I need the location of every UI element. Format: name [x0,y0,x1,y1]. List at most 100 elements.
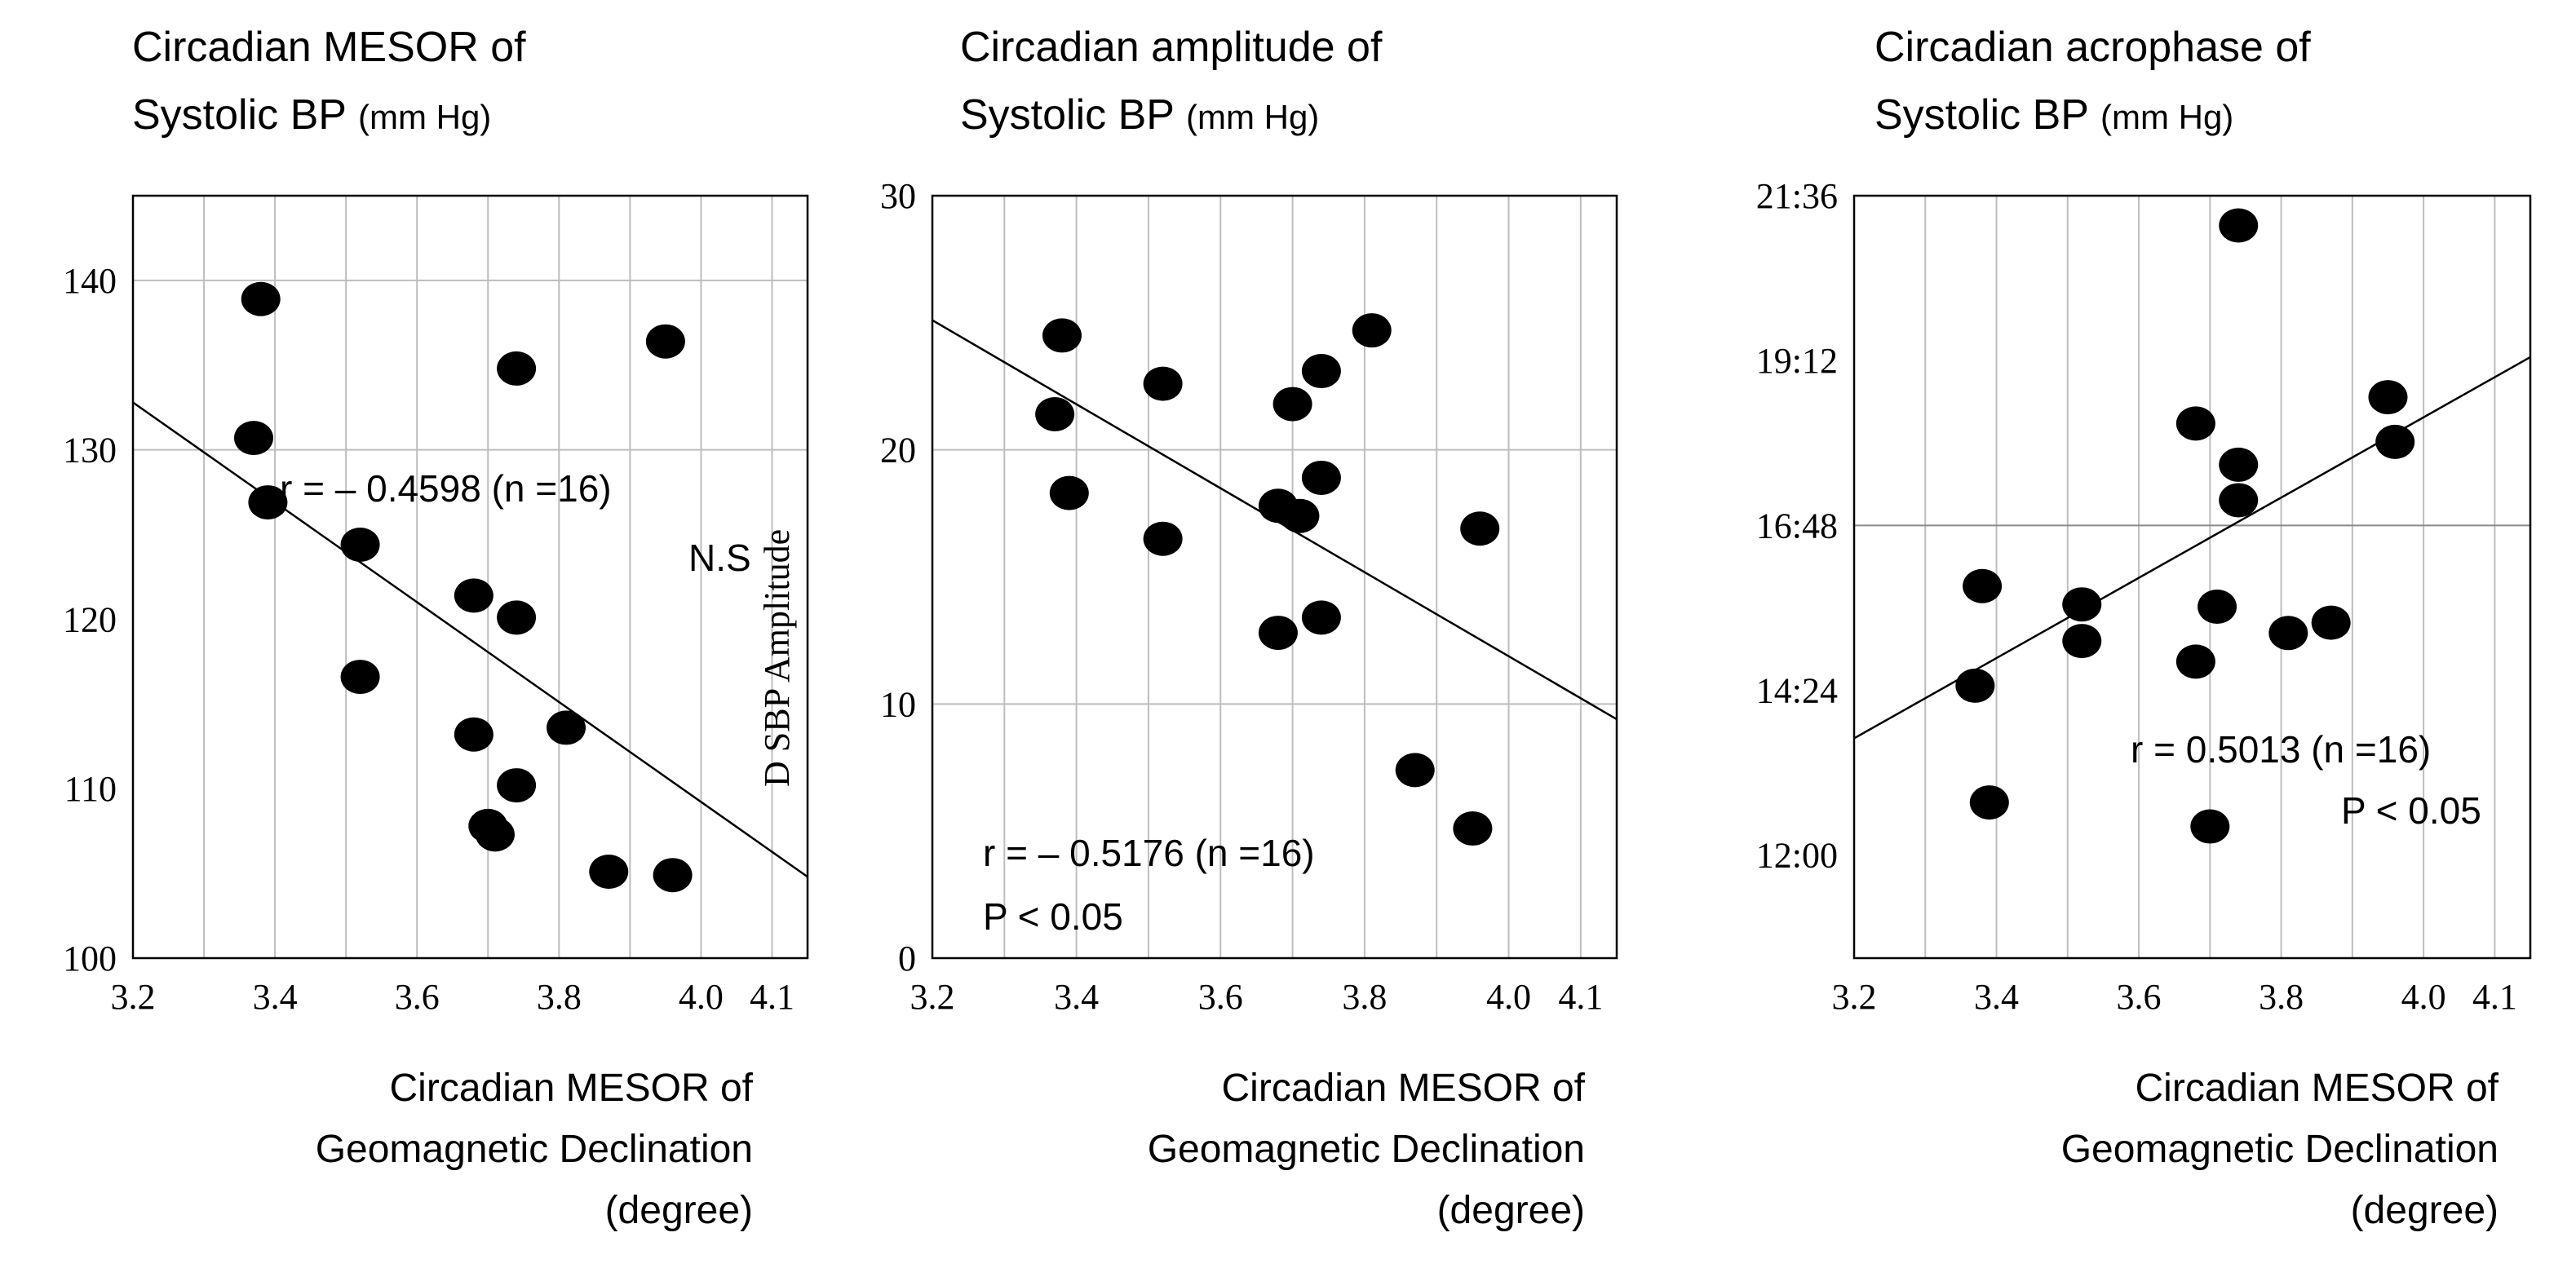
panel-3-title-unit: (mm Hg) [2100,98,2233,136]
panel-3-y-tick-label-4: 21:36 [1756,176,1838,216]
panel-3-data-point-15 [2375,424,2415,459]
panel-1-data-point-5 [454,578,494,613]
panel-3-y-ticks: 12:00 14:24 16:48 19:12 21:36 [1756,176,1838,876]
panel-3-title-name: Systolic BP [1874,91,2089,139]
panel-2-title-name: Systolic BP [960,91,1175,139]
panel-3-y-tick-label-3: 19:12 [1756,341,1838,381]
panel-1-x-tick-label-0: 3.2 [111,977,156,1017]
panel-3-y-tick-label-0: 12:00 [1756,836,1838,876]
panel-1-data-point-3 [340,528,380,563]
panel-1-y-tick-label-2: 120 [63,599,117,639]
panel-2-y-ticks: 0 10 20 30 [880,176,916,979]
panel-1-xlabel-line1: Circadian MESOR of [390,1067,754,1110]
panel-3-data-point-0 [1955,668,1995,703]
panel-1-data-point-13 [589,855,629,890]
panel-3-data-point-2 [1969,785,2009,820]
panel-1-title-name: Systolic BP [132,91,347,139]
panel-2-correlation: r = – 0.5176 (n =16) [983,832,1315,874]
panel-3-title-line1: Circadian acrophase of [1874,24,2311,71]
panel-3-significance: P < 0.05 [2341,789,2481,832]
panel-3-data-point-10 [2219,483,2259,518]
panel-2-x-tick-label-4: 4.0 [1486,977,1531,1017]
panel-1-overlay-label: D SBP Amplitude [757,529,797,787]
panel-2-y-tick-label-3: 30 [880,176,916,216]
panel-2-data-point-13 [1395,753,1435,788]
panel-3-x-tick-label-4: 4.0 [2401,977,2446,1017]
panel-1-y-tick-label-1: 110 [64,769,117,809]
panel-3-correlation: r = 0.5013 (n =16) [2131,728,2431,771]
panel-1-x-tick-label-3: 3.8 [537,977,582,1017]
panel-3-title-line2: Systolic BP (mm Hg) [1874,91,2233,139]
panel-2-xlabel-line2: Geomagnetic Declination [1148,1128,1585,1171]
panel-1-points [233,281,693,893]
panel-3-data-point-13 [2311,605,2351,640]
panel-1-correlation: r = – 0.4598 (n =16) [280,467,612,510]
panel-1-x-tick-label-2: 3.6 [395,977,440,1017]
panel-2-x-tick-label-2: 3.6 [1198,977,1243,1017]
panel-1-data-point-15 [653,858,693,893]
panel-1-plot-frame [131,194,809,960]
panel-3-data-point-8 [2198,590,2237,625]
panel-1-data-point-12 [547,710,586,745]
panel-1-xlabel-line2: Geomagnetic Declination [316,1128,753,1171]
panel-2-y-tick-label-0: 0 [898,939,916,979]
panel-1-significance: N.S [688,537,751,579]
panel-1-data-point-11 [475,817,515,852]
panel-3-data-point-3 [2062,587,2102,622]
panel-3-data-point-7 [2190,809,2230,844]
panel-1-xlabel-line3: (degree) [605,1189,753,1232]
panel-3-grid [1854,196,2530,958]
panel-1-data-point-0 [241,281,281,316]
panel-1-y-tick-label-0: 100 [63,939,117,979]
panel-2-data-point-10 [1301,460,1341,495]
panel-2-title-unit: (mm Hg) [1186,98,1319,136]
panel-1: Circadian MESOR of Systolic BP (mm Hg) 10… [63,24,809,1232]
panel-3-data-point-6 [2175,644,2215,679]
panel-2-x-tick-label-1: 3.4 [1054,977,1099,1017]
panel-2-xlabel-line1: Circadian MESOR of [1222,1067,1586,1110]
panel-2-data-point-9 [1301,354,1341,389]
panel-3-xlabel-line3: (degree) [2351,1189,2499,1232]
panel-3-data-point-4 [2062,624,2102,659]
panel-1-title-line1: Circadian MESOR of [132,24,526,71]
panel-2-data-point-4 [1143,521,1183,556]
panel-1-y-tick-label-4: 140 [63,261,117,301]
panel-2-y-tick-label-2: 20 [880,431,916,471]
panel-3-data-point-12 [2268,616,2308,651]
panel-3-x-tick-label-0: 3.2 [1832,977,1877,1017]
panel-1-y-ticks: 100 110 120 130 140 [63,261,117,979]
panel-2-data-point-6 [1258,616,1298,651]
panel-2-x-tick-label-3: 3.8 [1342,977,1387,1017]
panel-1-title-unit: (mm Hg) [358,98,491,136]
panel-2-data-point-14 [1453,811,1493,846]
panel-1-title-line2: Systolic BP (mm Hg) [132,91,491,139]
panel-3-x-tick-label-3: 3.8 [2259,977,2304,1017]
panel-2-plot-frame [931,194,1618,960]
panel-1-x-tick-label-4: 4.0 [679,977,724,1017]
panel-3: Circadian acrophase of Systolic BP (mm Hg… [1756,24,2532,1232]
panel-2-x-tick-label-0: 3.2 [910,977,955,1017]
panel-2-title-line2: Systolic BP (mm Hg) [960,91,1319,139]
panel-3-points [1955,208,2415,844]
panel-2-data-point-3 [1143,366,1183,401]
panel-2-y-tick-label-1: 10 [880,684,916,724]
panel-3-data-point-9 [2219,447,2259,482]
panel-2-data-point-1 [1035,397,1075,432]
panel-1-x-tick-label-1: 3.4 [253,977,298,1017]
panel-1-data-point-14 [645,324,685,359]
panel-2-significance: P < 0.05 [983,895,1123,938]
panel-3-data-point-5 [2175,406,2215,441]
panel-1-y-tick-label-3: 130 [63,431,117,471]
panel-2-data-point-8 [1280,498,1320,533]
panel-3-data-point-11 [2219,208,2259,243]
panel-2-data-point-12 [1352,313,1392,348]
panel-3-y-tick-label-1: 14:24 [1756,670,1838,710]
panel-1-data-point-1 [233,421,273,456]
panel-2-data-point-2 [1049,475,1089,510]
panel-2-x-ticks: 3.2 3.4 3.6 3.8 4.0 4.1 [910,977,1604,1017]
panel-3-x-tick-label-5: 4.1 [2472,977,2517,1017]
panel-2-title-line1: Circadian amplitude of [960,24,1383,71]
panel-3-y-tick-label-2: 16:48 [1756,506,1838,546]
panel-1-data-point-7 [497,351,537,386]
